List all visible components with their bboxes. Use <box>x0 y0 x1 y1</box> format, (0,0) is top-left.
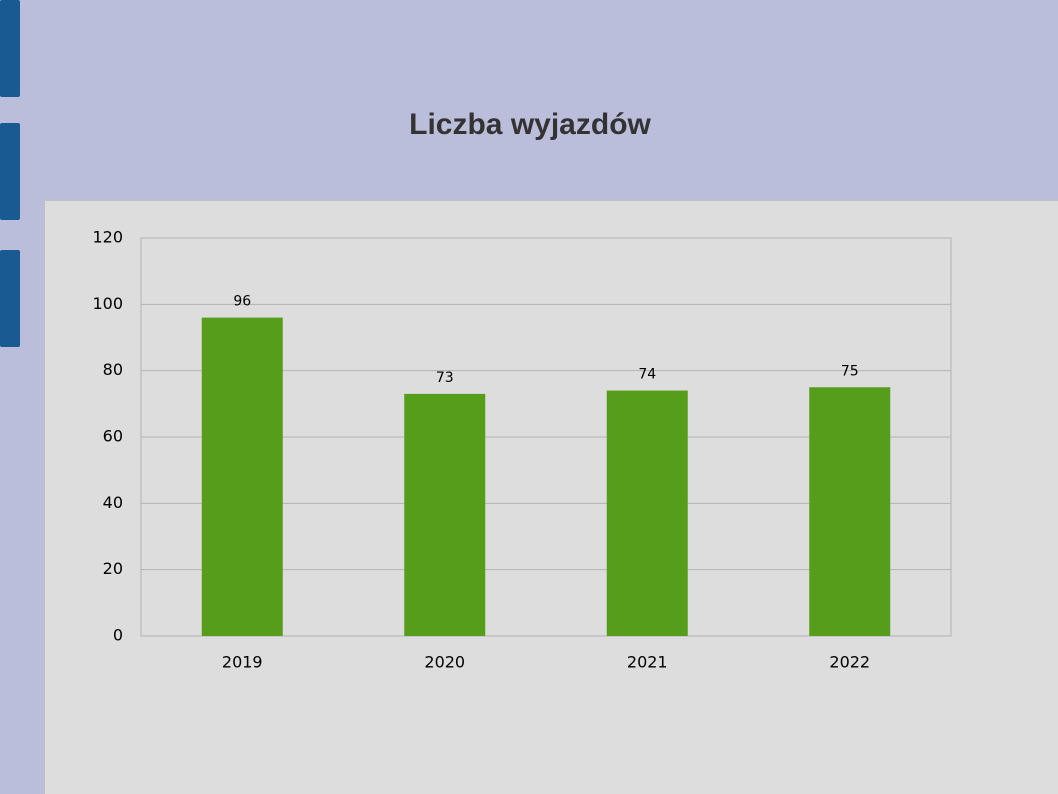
y-tick-label: 40 <box>103 493 123 512</box>
y-tick-label: 60 <box>103 427 123 446</box>
x-tick-label: 2021 <box>627 653 668 672</box>
side-tab <box>0 123 20 220</box>
side-tab <box>0 0 20 97</box>
y-tick-label: 120 <box>92 228 123 247</box>
y-tick-label: 80 <box>103 360 123 379</box>
bar <box>404 393 486 636</box>
data-label: 74 <box>638 367 656 383</box>
y-tick-label: 0 <box>113 626 123 645</box>
side-tab <box>0 250 20 347</box>
y-tick-label: 20 <box>103 559 123 578</box>
data-label: 73 <box>436 370 454 386</box>
plot-area: 0 20 40 60 80 100 120 2019 96 2020 73 2021 74 2022 75 <box>92 228 952 672</box>
bar <box>606 390 688 636</box>
chart-panel <box>44 200 1058 794</box>
bar <box>809 387 891 636</box>
chart-title: Liczba wyjazdów <box>409 108 651 141</box>
data-label: 75 <box>841 363 859 379</box>
x-tick-label: 2019 <box>222 653 263 672</box>
x-tick-label: 2020 <box>424 653 465 672</box>
data-label: 96 <box>233 294 251 310</box>
plot-frame <box>140 237 952 637</box>
y-tick-label: 100 <box>92 294 123 313</box>
x-tick-label: 2022 <box>829 653 870 672</box>
bar <box>201 317 283 636</box>
